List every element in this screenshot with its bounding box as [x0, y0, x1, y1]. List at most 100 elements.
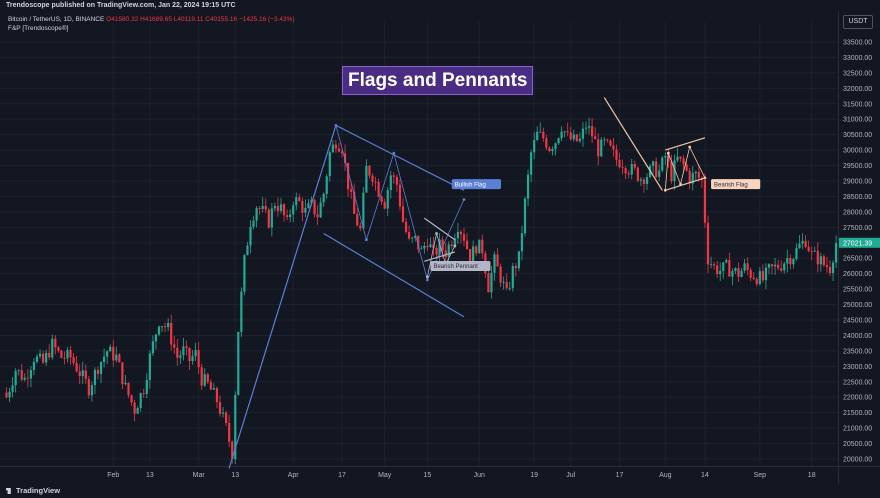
candle-body	[517, 251, 520, 269]
x-tick-label: Aug	[659, 472, 672, 479]
candle-body	[688, 170, 691, 184]
x-tick-label: 17	[616, 472, 624, 479]
candle-body	[490, 272, 493, 293]
candle-body	[231, 441, 234, 460]
candle-body	[48, 352, 51, 358]
candle-body	[572, 134, 575, 140]
y-tick-label: 28500.00	[843, 194, 872, 201]
y-tick-label: 25000.00	[843, 302, 872, 309]
candle-body	[356, 213, 359, 226]
candle-body	[801, 240, 804, 244]
candle-body	[106, 351, 109, 357]
candle-body	[185, 346, 188, 348]
pattern-lower-line	[424, 251, 455, 262]
candle-body	[539, 131, 542, 133]
x-tick-label: 19	[530, 472, 538, 479]
candle-body	[520, 233, 524, 252]
candle-body	[368, 165, 371, 176]
candle-body	[282, 204, 286, 216]
candle-body	[792, 258, 795, 265]
candle-body	[340, 151, 344, 154]
pattern-label-box	[711, 179, 761, 190]
candle-body	[8, 391, 11, 398]
x-tick-label: Jun	[474, 472, 485, 479]
pattern-pivot	[663, 188, 667, 192]
candle-body	[441, 239, 444, 251]
candle-body	[359, 225, 362, 229]
y-tick-label: 23000.00	[843, 364, 872, 371]
candle-body	[301, 200, 304, 213]
currency-badge[interactable]: USDT	[843, 15, 873, 29]
pattern-label-box	[451, 179, 501, 190]
y-tick-label: 30000.00	[843, 148, 872, 155]
candle-body	[533, 140, 536, 153]
candle-body	[26, 377, 29, 379]
candle-body	[273, 206, 276, 209]
tradingview-logo[interactable]: TradingView	[6, 486, 60, 495]
candle-body	[365, 165, 368, 193]
candle-body	[618, 159, 621, 168]
candle-body	[249, 226, 252, 246]
candle-body	[691, 173, 694, 184]
candle-body	[603, 139, 606, 141]
candle-body	[20, 370, 23, 380]
candle-body	[716, 265, 719, 275]
pattern-pivot	[392, 151, 396, 155]
candle-body	[121, 362, 124, 385]
candle-body	[481, 239, 484, 254]
pattern-upper-line	[423, 217, 456, 241]
symbol-legend[interactable]: Bitcoin / TetherUS, 1D, BINANCE O41580.3…	[8, 16, 295, 23]
candle-body	[325, 176, 328, 194]
candle-body	[798, 243, 801, 249]
candle-body	[87, 378, 90, 396]
candle-body	[630, 163, 633, 175]
candle-body	[29, 370, 32, 379]
candle-body	[145, 380, 148, 394]
candle-body	[307, 203, 310, 208]
candle-body	[133, 402, 136, 414]
candle-body	[624, 168, 627, 174]
candle-body	[774, 264, 777, 267]
x-tick-label: Jul	[566, 472, 575, 479]
pattern-upper-line	[335, 124, 465, 191]
ohlc-values: O41580.32 H41689.65 L40119.11 C40155.16 …	[106, 16, 295, 23]
candle-body	[627, 173, 630, 175]
candle-body	[289, 214, 292, 218]
candle-body	[139, 393, 142, 408]
candle-body	[334, 144, 337, 149]
candle-body	[450, 244, 453, 246]
candle-body	[240, 291, 243, 332]
candle-body	[752, 277, 755, 279]
candle-body	[731, 271, 734, 277]
candle-body	[728, 260, 731, 277]
candle-body	[148, 353, 151, 381]
candle-body	[313, 199, 316, 215]
candle-body	[176, 347, 179, 358]
pattern-pivot	[365, 238, 368, 242]
candle-body	[60, 350, 63, 358]
candle-body	[469, 249, 472, 264]
candle-body	[408, 232, 411, 239]
candle-body	[115, 354, 118, 361]
published-by-text: Trendoscope published on TradingView.com…	[6, 2, 236, 9]
candle-body	[530, 152, 533, 175]
candle-body	[54, 338, 57, 348]
candle-body	[606, 139, 609, 141]
candle-body	[682, 158, 685, 165]
candle-body	[130, 395, 133, 403]
candle-body	[295, 197, 298, 206]
indicator-legend[interactable]: F&P [Trendoscope®]	[8, 25, 69, 32]
candle-body	[374, 181, 377, 183]
pattern-pivot	[435, 232, 438, 235]
candle-body	[770, 264, 774, 267]
candle-body	[658, 170, 661, 177]
candle-body	[78, 371, 81, 377]
candle-body	[32, 361, 36, 371]
y-tick-label: 29500.00	[843, 163, 872, 170]
pattern-pivot	[453, 244, 457, 248]
candle-body	[502, 282, 505, 283]
candle-body	[594, 136, 597, 140]
pattern-pivot	[426, 275, 429, 279]
candle-body	[523, 198, 527, 234]
